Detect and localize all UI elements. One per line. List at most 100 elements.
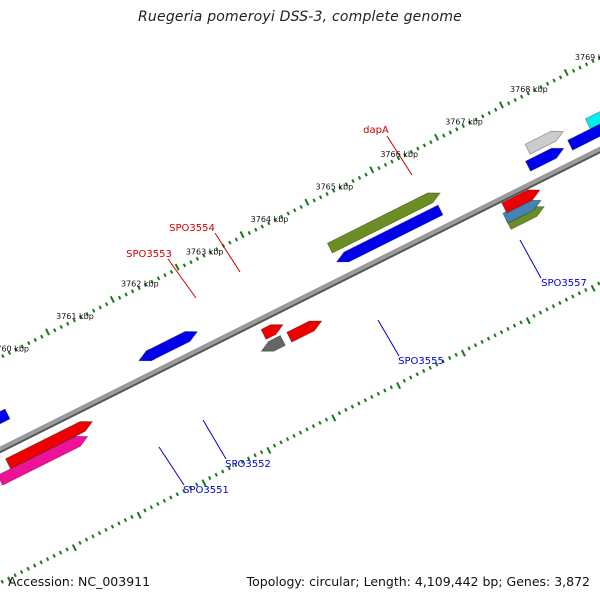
tick-mark (52, 553, 56, 558)
tick-mark (350, 404, 355, 409)
tick-mark (539, 85, 543, 90)
tick-mark (403, 153, 407, 158)
tick-mark (227, 466, 231, 471)
tick-mark (558, 300, 562, 305)
tick-mark (532, 313, 536, 318)
tick-mark (7, 350, 12, 355)
tick-mark (409, 375, 413, 380)
tick-label: 3761 kbp (56, 312, 94, 321)
tick-mark (123, 518, 128, 523)
tick-mark (259, 450, 264, 455)
tick-label: 3768 kbp (510, 85, 548, 94)
gene-label-spo3551: SPO3551 (183, 485, 229, 496)
tick-mark (45, 328, 50, 336)
tick-mark (14, 347, 18, 352)
tick-mark (376, 391, 381, 396)
tick-mark (480, 339, 484, 344)
leader-line (202, 419, 227, 460)
tick-mark (363, 398, 368, 403)
tick-mark (58, 550, 63, 555)
gene-arrow (286, 320, 323, 343)
tick-mark (448, 130, 453, 135)
tick-mark (286, 211, 290, 216)
tick-mark (189, 260, 193, 265)
tick-mark (110, 524, 115, 529)
tick-mark (331, 188, 336, 193)
tick-mark (98, 305, 102, 310)
tick-mark (174, 263, 180, 271)
gene-label-spo3557: SPO3557 (541, 278, 587, 289)
map-title: Ruegeria pomeroyi DSS-3, complete genome (138, 9, 462, 25)
tick-mark (137, 286, 141, 291)
tick-mark (234, 237, 239, 242)
tick-mark (156, 501, 160, 506)
tick-mark (273, 217, 277, 222)
tick-mark (182, 488, 186, 494)
tick-label: 3769 kbp (575, 53, 600, 62)
gene-label-dapa: dapA (363, 125, 389, 136)
tick-label: 3763 kbp (186, 247, 224, 256)
leader-line (158, 446, 185, 486)
tick-mark (304, 198, 310, 206)
tick-mark (19, 570, 24, 575)
tick-mark (117, 295, 122, 300)
tick-mark (91, 534, 95, 539)
tick-mark (337, 411, 342, 416)
tick-mark (169, 495, 173, 500)
gene-features (0, 111, 600, 486)
tick-mark (53, 328, 57, 333)
tick-mark (39, 560, 43, 565)
tick-mark (202, 253, 206, 258)
tick-mark (20, 344, 25, 349)
topology-text: Topology: circular; Length: 4,109,442 bp… (246, 574, 590, 589)
tick-mark (312, 198, 316, 203)
tick-labels: 3760 kbp 3761 kbp 3762 kbp 3763 kbp 3764 kbp… (0, 53, 600, 354)
tick-mark (78, 540, 82, 545)
tick-mark (71, 544, 77, 552)
tick-mark (498, 101, 504, 109)
tick-mark (195, 256, 200, 261)
tick-mark (435, 362, 439, 367)
tick-mark (72, 318, 76, 323)
tick-mark (493, 333, 497, 338)
outer-tick-ring (0, 281, 600, 584)
tick-mark (416, 146, 420, 151)
tick-mark (513, 97, 517, 103)
tick-mark (396, 381, 402, 390)
tick-mark (253, 453, 257, 458)
leader-line (519, 239, 542, 279)
tick-mark (460, 349, 466, 357)
label-leader-lines (158, 135, 542, 486)
tick-mark (357, 401, 361, 406)
tick-mark (260, 224, 264, 229)
tick-mark (461, 123, 465, 128)
tick-mark (150, 279, 154, 284)
tick-mark (454, 352, 458, 357)
tick-mark (563, 68, 569, 77)
tick-mark (246, 456, 251, 461)
tick-mark (481, 114, 485, 119)
gene-arrow (260, 324, 284, 340)
tick-mark (519, 320, 523, 325)
gene-arrow (567, 123, 600, 151)
tick-mark (325, 192, 329, 197)
tick-mark (396, 156, 401, 161)
tick-mark (351, 179, 355, 184)
tick-mark (551, 304, 556, 309)
tick-mark (311, 424, 316, 429)
tick-mark (552, 78, 556, 83)
tick-mark (254, 227, 258, 232)
gene-arrow (5, 421, 94, 470)
tick-mark (214, 472, 218, 477)
tick-mark (7, 576, 12, 584)
tick-mark (97, 531, 102, 536)
tick-label: 3764 kbp (251, 215, 289, 224)
gene-label-spo3555: SPO3555 (398, 356, 444, 367)
tick-mark (0, 579, 4, 584)
tick-label: 3760 kbp (0, 345, 29, 354)
tick-mark (357, 175, 362, 180)
tick-mark (169, 269, 174, 274)
inner-tick-ring (1, 55, 600, 359)
tick-mark (578, 65, 582, 70)
